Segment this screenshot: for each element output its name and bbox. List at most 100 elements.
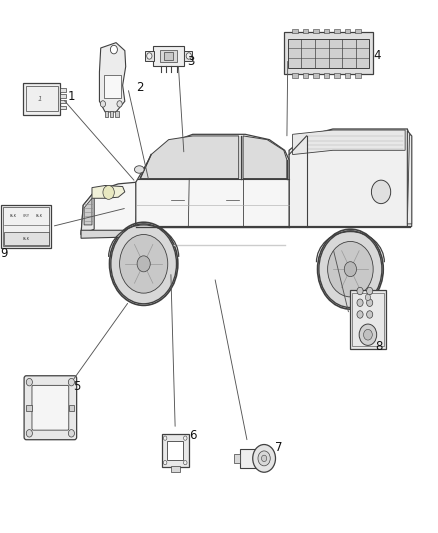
Circle shape bbox=[357, 311, 363, 318]
Polygon shape bbox=[104, 75, 121, 98]
Text: 1: 1 bbox=[67, 90, 75, 103]
Text: BLK: BLK bbox=[10, 214, 17, 218]
Polygon shape bbox=[81, 192, 94, 235]
Bar bbox=[26, 405, 32, 411]
Ellipse shape bbox=[134, 166, 144, 173]
Circle shape bbox=[137, 256, 150, 272]
Polygon shape bbox=[92, 185, 125, 198]
Bar bbox=[240, 449, 256, 468]
Bar bbox=[115, 111, 119, 117]
Bar bbox=[164, 52, 173, 60]
Text: 3: 3 bbox=[187, 55, 194, 68]
Circle shape bbox=[111, 224, 177, 304]
Polygon shape bbox=[136, 134, 289, 227]
Bar bbox=[303, 29, 308, 33]
Circle shape bbox=[120, 235, 168, 293]
Bar bbox=[234, 454, 240, 463]
Circle shape bbox=[68, 378, 74, 386]
Circle shape bbox=[367, 311, 373, 318]
Bar bbox=[110, 111, 113, 117]
Bar bbox=[356, 29, 361, 33]
Bar bbox=[303, 73, 308, 77]
FancyBboxPatch shape bbox=[24, 376, 77, 440]
Circle shape bbox=[163, 461, 167, 465]
Polygon shape bbox=[407, 131, 412, 227]
FancyBboxPatch shape bbox=[32, 385, 69, 430]
Polygon shape bbox=[81, 182, 138, 235]
Circle shape bbox=[357, 287, 363, 295]
Bar bbox=[60, 100, 67, 103]
Circle shape bbox=[367, 287, 373, 295]
Polygon shape bbox=[243, 136, 287, 179]
Circle shape bbox=[344, 262, 357, 277]
Circle shape bbox=[184, 461, 187, 465]
Bar bbox=[60, 106, 67, 109]
Bar bbox=[352, 293, 384, 346]
Circle shape bbox=[319, 231, 382, 308]
Bar bbox=[1, 205, 51, 248]
Bar bbox=[60, 94, 67, 98]
Bar bbox=[285, 32, 372, 74]
Text: 6: 6 bbox=[189, 429, 197, 442]
Circle shape bbox=[184, 436, 187, 440]
Bar bbox=[69, 405, 74, 411]
Polygon shape bbox=[81, 230, 138, 238]
Text: BLK: BLK bbox=[23, 237, 30, 241]
Circle shape bbox=[365, 294, 371, 301]
Bar bbox=[314, 29, 319, 33]
Text: 9: 9 bbox=[0, 247, 8, 260]
Bar bbox=[162, 434, 189, 467]
Bar bbox=[288, 38, 369, 68]
Circle shape bbox=[103, 185, 114, 199]
Bar bbox=[324, 29, 329, 33]
Bar bbox=[60, 88, 67, 92]
Bar bbox=[25, 86, 58, 111]
Circle shape bbox=[26, 378, 32, 386]
Circle shape bbox=[100, 101, 106, 107]
Text: 2: 2 bbox=[136, 82, 144, 94]
Text: 7: 7 bbox=[275, 441, 283, 454]
Bar bbox=[356, 73, 361, 77]
Circle shape bbox=[258, 451, 270, 466]
Circle shape bbox=[68, 430, 74, 437]
Circle shape bbox=[253, 445, 276, 472]
Text: 1: 1 bbox=[37, 95, 42, 102]
Circle shape bbox=[117, 101, 122, 107]
Polygon shape bbox=[289, 129, 410, 227]
Circle shape bbox=[359, 324, 377, 345]
Polygon shape bbox=[140, 136, 239, 179]
Bar bbox=[105, 111, 108, 117]
Bar bbox=[153, 46, 184, 66]
Bar bbox=[167, 441, 183, 460]
Bar bbox=[345, 29, 350, 33]
Bar bbox=[145, 51, 154, 61]
Bar bbox=[160, 50, 177, 62]
Text: GRY: GRY bbox=[23, 214, 30, 218]
Polygon shape bbox=[99, 43, 126, 112]
Polygon shape bbox=[293, 130, 405, 155]
Bar bbox=[334, 29, 340, 33]
Circle shape bbox=[371, 180, 391, 204]
Bar bbox=[324, 73, 329, 77]
Polygon shape bbox=[84, 198, 92, 225]
Bar bbox=[293, 73, 298, 77]
Bar bbox=[350, 290, 386, 349]
Bar bbox=[334, 73, 340, 77]
Bar bbox=[4, 232, 49, 245]
Circle shape bbox=[328, 241, 373, 297]
Circle shape bbox=[364, 329, 372, 340]
Bar bbox=[314, 73, 319, 77]
Circle shape bbox=[163, 436, 167, 440]
Circle shape bbox=[147, 53, 152, 59]
Circle shape bbox=[357, 299, 363, 306]
Circle shape bbox=[26, 430, 32, 437]
Circle shape bbox=[186, 53, 191, 59]
Circle shape bbox=[367, 299, 373, 306]
Text: 8: 8 bbox=[375, 340, 382, 353]
Bar bbox=[171, 466, 180, 472]
Circle shape bbox=[110, 45, 117, 54]
Polygon shape bbox=[407, 134, 412, 224]
Bar bbox=[184, 51, 192, 61]
Bar bbox=[23, 83, 60, 115]
Bar bbox=[345, 73, 350, 77]
